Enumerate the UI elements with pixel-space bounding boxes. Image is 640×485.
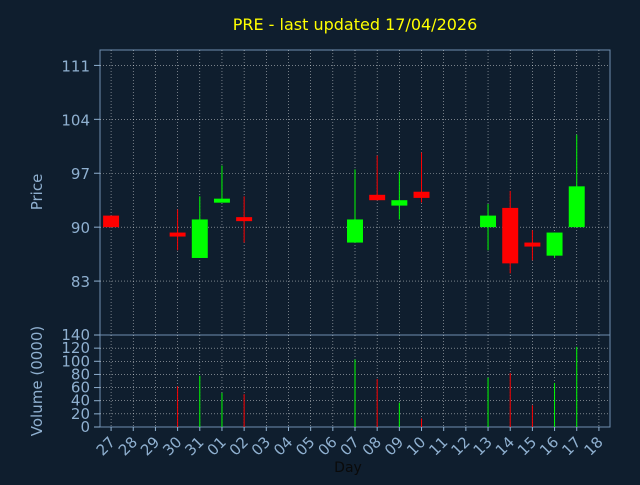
price-axis-label: Price <box>28 174 46 211</box>
candle-body <box>391 200 408 206</box>
candle-body <box>524 242 541 247</box>
candle-body <box>103 215 120 228</box>
volume-y-tick-label: 100 <box>61 352 90 370</box>
candle-body <box>369 194 386 201</box>
volume-y-tick-label: 20 <box>71 405 90 423</box>
volume-bars <box>177 346 578 427</box>
candle-body <box>413 191 430 198</box>
volume-axis-label: Volume (0000) <box>28 326 46 436</box>
candle-body <box>347 219 363 243</box>
price-y-tick-label: 97 <box>71 165 90 183</box>
candle-body <box>213 198 230 203</box>
chart-title: PRE - last updated 17/04/2026 <box>233 15 478 34</box>
price-y-tick-label: 90 <box>71 219 90 237</box>
candle-body <box>191 219 208 258</box>
price-panel: 83 90 97 104 111 Price <box>28 49 611 336</box>
volume-y-tick-label: 0 <box>80 418 90 436</box>
price-y-tick-label: 83 <box>71 273 90 291</box>
candle-body <box>480 215 497 228</box>
candle-body <box>502 207 519 264</box>
volume-y-tick-label: 60 <box>71 379 90 397</box>
volume-y-tick-label: 40 <box>71 392 90 410</box>
price-y-ticks: 83 90 97 104 111 <box>61 57 100 291</box>
volume-y-tick-label: 120 <box>61 339 90 357</box>
candle-body <box>546 232 563 256</box>
x-axis-label: Day <box>334 460 362 476</box>
x-tick-labels: 2728293031010203040506070809101112131415… <box>93 427 607 459</box>
candle-body <box>169 232 186 237</box>
volume-y-tick-label: 140 <box>61 326 90 344</box>
price-y-tick-label: 111 <box>61 57 90 75</box>
x-tick-label: 18 <box>581 433 607 459</box>
candle-body <box>236 217 253 222</box>
volume-y-tick-label: 80 <box>71 365 90 383</box>
price-y-tick-label: 104 <box>61 111 90 129</box>
candle-body <box>568 186 585 228</box>
candles <box>103 134 585 274</box>
